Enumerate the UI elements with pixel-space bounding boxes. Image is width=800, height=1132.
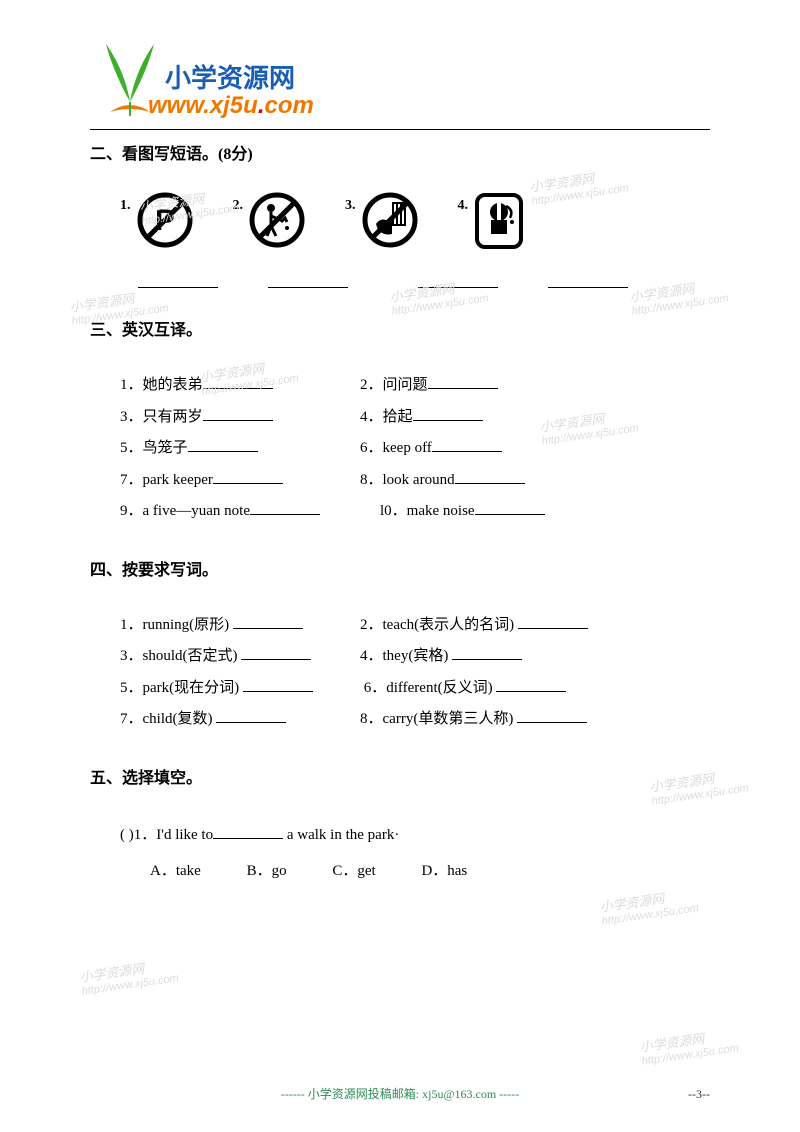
- blank-line[interactable]: [250, 499, 320, 515]
- q3-7: 7．park keeper: [120, 465, 360, 497]
- blank-line[interactable]: [138, 272, 218, 288]
- q3-10: l0．make noise: [380, 496, 545, 528]
- opt-A[interactable]: A．take: [150, 856, 201, 886]
- watermark: 小学资源网http://www.xj5u.com: [78, 953, 179, 997]
- section-5-body: ( )1．I'd like to a walk in the park· A．t…: [90, 820, 710, 886]
- blank-line[interactable]: [233, 613, 303, 629]
- section-4-body: 1．running(原形) 2．teach(表示人的名词) 3．should(否…: [90, 610, 710, 736]
- blank-line[interactable]: [518, 613, 588, 629]
- no-touching-icon: [362, 192, 418, 248]
- q3-6: 6．keep off: [360, 433, 502, 465]
- signs-row: 1. P 2. 3. 4.: [90, 192, 710, 250]
- blank-line[interactable]: [418, 272, 498, 288]
- no-parking-icon: P: [137, 192, 193, 248]
- q4-6: 6．different(反义词): [360, 673, 566, 705]
- blank-line[interactable]: [203, 373, 273, 389]
- blank-line[interactable]: [548, 272, 628, 288]
- q4-1: 1．running(原形): [120, 610, 360, 642]
- sign-1-num: 1.: [120, 192, 131, 214]
- blank-line[interactable]: [213, 468, 283, 484]
- sign-2-num: 2.: [233, 192, 244, 214]
- opt-B[interactable]: B．go: [247, 856, 287, 886]
- blank-line[interactable]: [475, 499, 545, 515]
- section-2-title: 二、看图写短语。(8分): [90, 140, 710, 164]
- opt-C[interactable]: C．get: [332, 856, 375, 886]
- logo-url: www.xj5u.com: [148, 92, 314, 120]
- q3-2: 2．问问题: [360, 370, 498, 402]
- q3-4: 4．拾起: [360, 402, 483, 434]
- watermark: 小学资源网http://www.xj5u.com: [598, 883, 699, 927]
- blank-line[interactable]: [268, 272, 348, 288]
- blank-line[interactable]: [213, 823, 283, 839]
- watermark: 小学资源网http://www.xj5u.com: [638, 1023, 739, 1067]
- blank-line[interactable]: [517, 707, 587, 723]
- q3-5: 5．鸟笼子: [120, 433, 360, 465]
- q4-4: 4．they(宾格): [360, 641, 522, 673]
- sign-1: 1. P: [120, 192, 193, 248]
- blank-line[interactable]: [413, 405, 483, 421]
- sign-2: 2.: [233, 192, 306, 248]
- no-littering-icon: [249, 192, 305, 248]
- section-4-title: 四、按要求写词。: [90, 556, 710, 580]
- opt-D[interactable]: D．has: [421, 856, 467, 886]
- q5-1-options: A．take B．go C．get D．has: [120, 856, 710, 886]
- logo-header: 小学资源网 www.xj5u.com: [90, 40, 710, 130]
- q3-9: 9．a five—yuan note: [120, 496, 380, 528]
- quiet-icon: [474, 192, 524, 250]
- q3-1: 1．她的表弟: [120, 370, 360, 402]
- section-5-title: 五、选择填空。: [90, 764, 710, 788]
- q4-3: 3．should(否定式): [120, 641, 360, 673]
- footer-text: ------ 小学资源网投稿邮箱: xj5u@163.com -----: [0, 1085, 800, 1102]
- blank-line[interactable]: [241, 644, 311, 660]
- blank-line[interactable]: [188, 436, 258, 452]
- q5-1-stem: ( )1．I'd like to a walk in the park·: [120, 820, 710, 850]
- q4-8: 8．carry(单数第三人称): [360, 704, 587, 736]
- q4-2: 2．teach(表示人的名词): [360, 610, 588, 642]
- blank-line[interactable]: [243, 676, 313, 692]
- sign-4-num: 4.: [458, 192, 469, 214]
- blank-line[interactable]: [496, 676, 566, 692]
- q4-7: 7．child(复数): [120, 704, 360, 736]
- logo-title-cn: 小学资源网: [165, 58, 295, 95]
- blank-line[interactable]: [428, 373, 498, 389]
- blank-line[interactable]: [203, 405, 273, 421]
- sign-blanks: [90, 272, 710, 288]
- sign-4: 4.: [458, 192, 525, 250]
- sign-3-num: 3.: [345, 192, 356, 214]
- q3-3: 3．只有两岁: [120, 402, 360, 434]
- blank-line[interactable]: [452, 644, 522, 660]
- page-number: --3--: [688, 1087, 710, 1102]
- q4-5: 5．park(现在分词): [120, 673, 360, 705]
- blank-line[interactable]: [216, 707, 286, 723]
- blank-line[interactable]: [455, 468, 525, 484]
- blank-line[interactable]: [432, 436, 502, 452]
- q3-8: 8．look around: [360, 465, 525, 497]
- section-3-title: 三、英汉互译。: [90, 316, 710, 340]
- section-3-body: 1．她的表弟 2．问问题 3．只有两岁 4．拾起 5．鸟笼子 6．keep of…: [90, 370, 710, 528]
- sign-3: 3.: [345, 192, 418, 248]
